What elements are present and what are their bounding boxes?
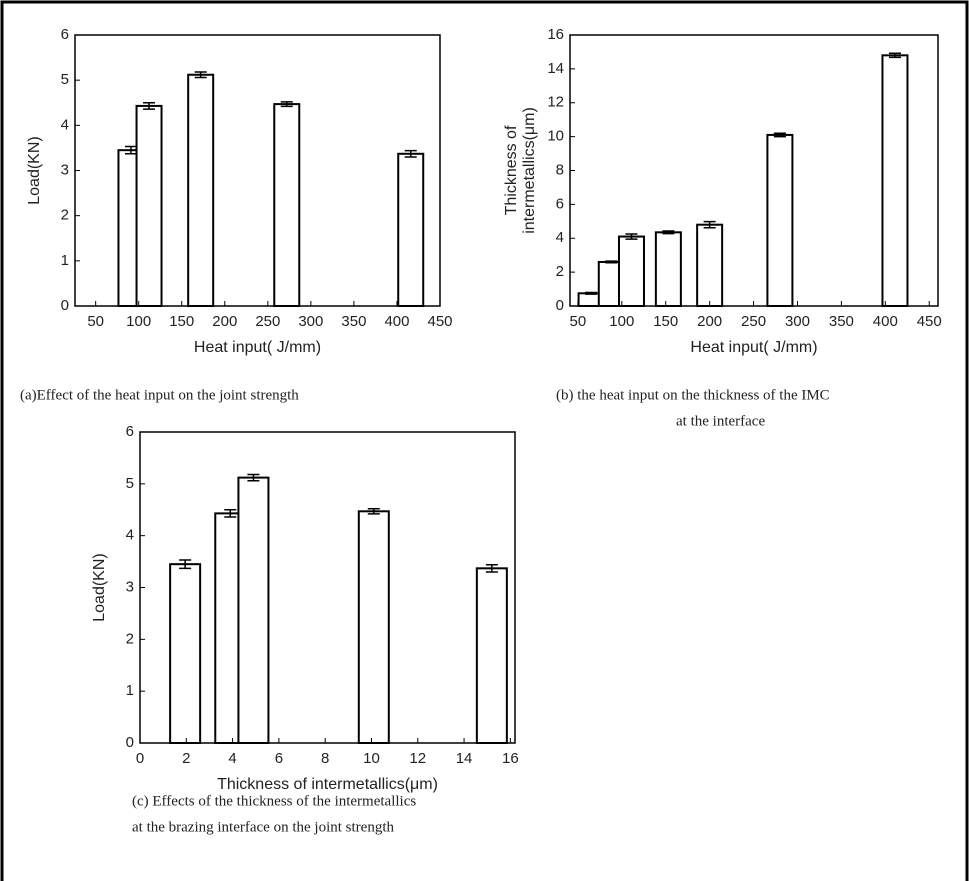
caption: (a)Effect of the heat input on the joint… <box>20 387 299 403</box>
bar <box>137 106 162 306</box>
x-tick-label: 200 <box>697 313 722 330</box>
y-tick-label: 4 <box>61 116 69 133</box>
x-tick-label: 350 <box>829 313 854 330</box>
x-axis-label: Thickness of intermetallics(μm) <box>217 776 438 793</box>
y-tick-label: 2 <box>61 207 69 224</box>
y-tick-label: 6 <box>126 423 134 440</box>
y-axis-label: intermetallics(μm) <box>521 107 538 234</box>
y-tick-label: 6 <box>61 26 69 43</box>
y-tick-label: 3 <box>126 578 134 595</box>
bar <box>656 232 681 306</box>
y-tick-label: 12 <box>547 94 564 111</box>
y-tick-label: 1 <box>61 252 69 269</box>
bar <box>238 478 268 743</box>
y-tick-label: 1 <box>126 682 134 699</box>
x-tick-label: 0 <box>136 750 144 767</box>
bar <box>477 568 507 743</box>
x-tick-label: 8 <box>321 750 329 767</box>
bar <box>170 564 200 743</box>
figure: 012345650100150200250300350400450Heat in… <box>0 0 969 881</box>
x-tick-label: 450 <box>917 313 942 330</box>
y-axis-label: Load(KN) <box>91 553 108 621</box>
y-tick-label: 5 <box>126 475 134 492</box>
y-tick-label: 10 <box>547 128 564 145</box>
bar <box>359 511 389 743</box>
x-tick-label: 10 <box>363 750 380 767</box>
x-tick-label: 250 <box>741 313 766 330</box>
x-tick-label: 350 <box>341 313 366 330</box>
y-axis-label: Thickness of <box>503 125 520 215</box>
y-tick-label: 8 <box>556 161 564 178</box>
y-tick-label: 3 <box>61 161 69 178</box>
x-tick-label: 100 <box>126 313 151 330</box>
x-tick-label: 150 <box>653 313 678 330</box>
x-tick-label: 2 <box>182 750 190 767</box>
y-tick-label: 5 <box>61 71 69 88</box>
x-tick-label: 4 <box>228 750 236 767</box>
x-tick-label: 400 <box>873 313 898 330</box>
x-tick-label: 50 <box>570 313 587 330</box>
bar <box>697 225 722 306</box>
y-tick-label: 16 <box>547 26 564 43</box>
x-tick-label: 250 <box>255 313 280 330</box>
x-tick-label: 300 <box>298 313 323 330</box>
x-tick-label: 450 <box>427 313 452 330</box>
caption: at the brazing interface on the joint st… <box>132 819 394 835</box>
x-tick-label: 12 <box>409 750 426 767</box>
x-tick-label: 6 <box>275 750 283 767</box>
x-tick-label: 16 <box>502 750 519 767</box>
caption: (c) Effects of the thickness of the inte… <box>132 793 416 809</box>
x-tick-label: 300 <box>785 313 810 330</box>
bar <box>882 55 907 306</box>
y-axis-label: Load(KN) <box>26 136 43 204</box>
x-tick-label: 50 <box>87 313 104 330</box>
x-tick-label: 400 <box>384 313 409 330</box>
y-tick-label: 0 <box>61 297 69 314</box>
bar <box>619 237 644 306</box>
y-tick-label: 14 <box>547 60 564 77</box>
y-tick-label: 6 <box>556 195 564 212</box>
bar <box>188 75 213 306</box>
y-tick-label: 4 <box>556 229 564 246</box>
bar <box>398 154 423 306</box>
y-tick-label: 0 <box>556 297 564 314</box>
x-tick-label: 150 <box>169 313 194 330</box>
y-tick-label: 2 <box>126 630 134 647</box>
x-axis-label: Heat input( J/mm) <box>690 339 817 356</box>
bar <box>274 104 299 306</box>
y-tick-label: 0 <box>126 734 134 751</box>
x-tick-label: 200 <box>212 313 237 330</box>
x-tick-label: 100 <box>609 313 634 330</box>
caption: (b) the heat input on the thickness of t… <box>556 387 830 403</box>
caption: at the interface <box>676 413 765 429</box>
y-tick-label: 4 <box>126 527 134 544</box>
bar <box>767 135 792 306</box>
x-axis-label: Heat input( J/mm) <box>194 339 321 356</box>
x-tick-label: 14 <box>456 750 473 767</box>
y-tick-label: 2 <box>556 263 564 280</box>
